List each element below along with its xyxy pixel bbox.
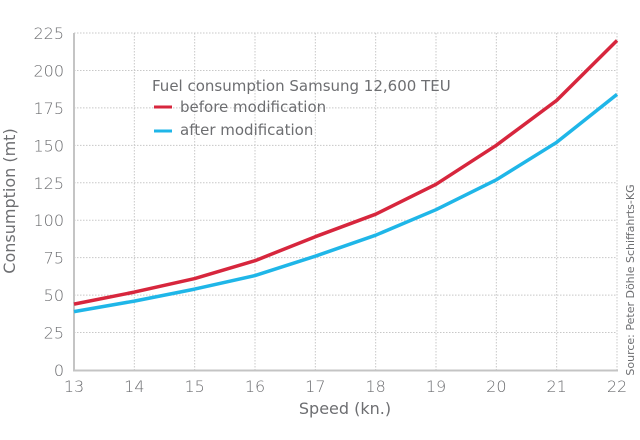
y-tick-label: 75: [44, 249, 64, 268]
x-tick-label: 20: [486, 377, 506, 396]
source-annotation: Source: Peter Döhle Schiffahrts-KG: [624, 184, 637, 375]
y-axis-title: Consumption (mt): [0, 128, 19, 273]
x-tick-label: 17: [305, 377, 325, 396]
y-tick-label: 25: [44, 324, 64, 343]
x-tick-label: 21: [546, 377, 566, 396]
legend-title: Fuel consumption Samsung 12,600 TEU: [152, 77, 451, 95]
y-tick-label: 100: [33, 211, 64, 230]
x-tick-labels: 13 14 15 16 17 18 19 20 21 22: [64, 377, 627, 396]
x-tick-label: 13: [64, 377, 84, 396]
y-tick-label: 150: [33, 136, 64, 155]
y-tick-label: 125: [33, 174, 64, 193]
series-line-after-modification: [73, 93, 619, 314]
x-tick-label: 16: [245, 377, 265, 396]
y-tick-labels: 0 25 50 75 100 125 150 175 200 225: [33, 24, 64, 380]
x-tick-label: 19: [426, 377, 446, 396]
y-tick-label: 200: [33, 61, 64, 80]
x-tick-label: 14: [124, 377, 144, 396]
legend: Fuel consumption Samsung 12,600 TEU befo…: [152, 77, 451, 139]
x-axis-title: Speed (kn.): [299, 399, 391, 418]
x-tick-label: 15: [184, 377, 204, 396]
y-tick-label: 0: [54, 361, 64, 380]
series-line-before-modification: [73, 39, 619, 306]
y-tick-label: 175: [33, 99, 64, 118]
y-tick-label: 50: [44, 286, 64, 305]
series: [73, 39, 619, 314]
y-tick-label: 225: [33, 24, 64, 43]
x-tick-label: 22: [607, 377, 627, 396]
x-tick-label: 18: [365, 377, 385, 396]
axes: [73, 33, 618, 372]
grid: [74, 32, 618, 370]
legend-label-after: after modification: [180, 121, 313, 139]
legend-label-before: before modification: [180, 98, 326, 116]
